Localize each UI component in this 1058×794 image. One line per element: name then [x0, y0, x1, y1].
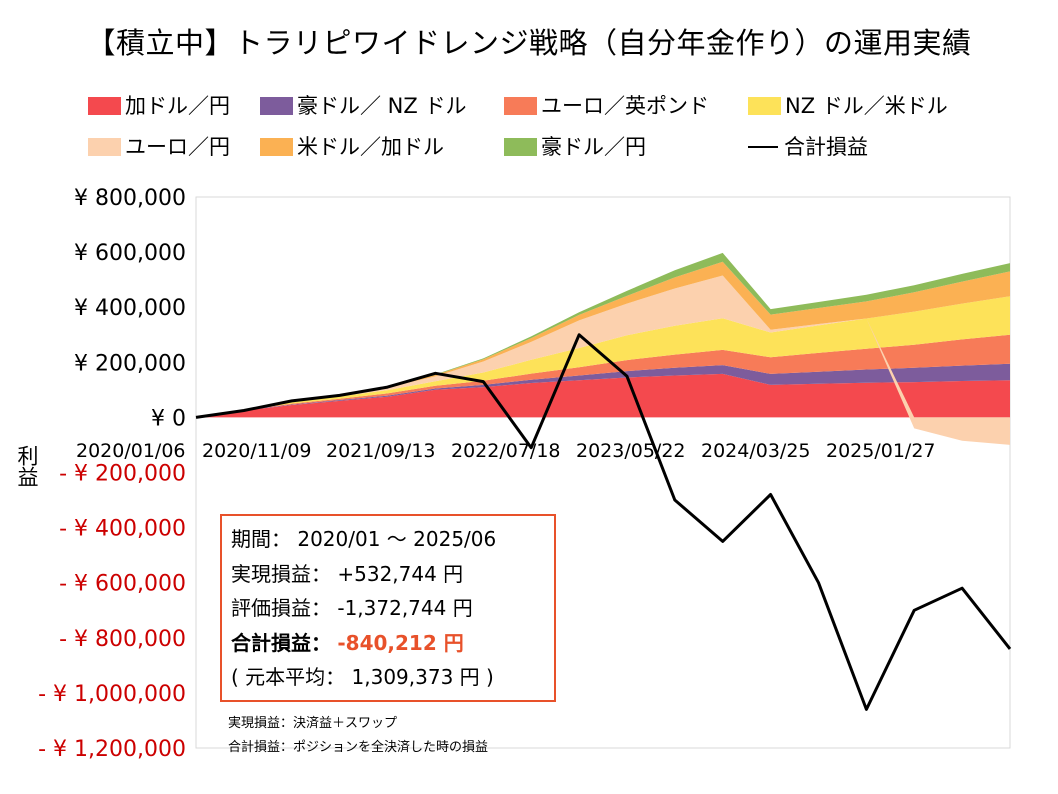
area-series-4 — [196, 275, 1010, 445]
x-tick-label: 2020/01/06 — [76, 440, 186, 462]
legend-item-cadjpy: 加ドル／円 — [88, 90, 230, 120]
x-tick-label: 2023/05/22 — [576, 440, 686, 462]
legend-item-usdcad: 米ドル／加ドル — [260, 131, 444, 161]
area-series-1 — [196, 363, 1010, 418]
legend-item-eurjpy: ユーロ／円 — [88, 131, 230, 161]
area-series-0 — [196, 373, 1010, 418]
principal-text: ( 元本平均： 1,309,373 円 ) — [231, 665, 494, 689]
legend-swatch — [260, 97, 293, 115]
legend-swatch — [504, 138, 537, 156]
chart-title: 【積立中】トラリピワイドレンジ戦略（自分年金作り）の運用実績 — [86, 26, 972, 60]
y-tick-label: ¥ 800,000 — [74, 186, 186, 211]
legend-swatch — [88, 97, 121, 115]
legend-item-audjpy: 豪ドル／円 — [504, 131, 646, 161]
plot-border — [195, 196, 1011, 749]
y-tick-label: ¥ 0 — [151, 406, 186, 431]
legend-line — [748, 146, 778, 148]
y-axis-label: 利益 — [15, 445, 39, 487]
period-text: 期間： 2020/01 ～ 2025/06 — [231, 527, 497, 551]
legend-swatch — [260, 138, 293, 156]
x-tick-label: 2021/09/13 — [326, 440, 436, 462]
total-pl-value: -840,212 円 — [337, 630, 464, 655]
legend-item-audnzd: 豪ドル／ NZ ドル — [260, 90, 466, 120]
total-pl-line — [195, 333, 1012, 711]
realized-pl-text: 実現損益： +532,744 円 — [231, 561, 464, 586]
y-tick-label: ¥ 200,000 — [74, 351, 186, 376]
x-tick-label: 2025/01/27 — [826, 440, 936, 462]
note-realized: 実現損益：決済益＋スワップ — [228, 716, 398, 731]
y-tick-label: - ¥ 1,200,000 — [38, 737, 186, 762]
legend-item-nzdusd: NZ ドル／米ドル — [748, 90, 948, 120]
legend-item-total: 合計損益 — [748, 131, 868, 161]
y-tick-label: - ¥ 1,000,000 — [38, 682, 186, 707]
y-tick-label: - ¥ 800,000 — [59, 627, 186, 652]
x-tick-label: 2020/11/09 — [202, 440, 312, 462]
note-total: 合計損益：ポジションを全決済した時の損益 — [228, 740, 489, 755]
y-tick-label: - ¥ 400,000 — [59, 517, 186, 542]
y-tick-label: - ¥ 600,000 — [59, 572, 186, 597]
unrealized-pl-text: 評価損益： -1,372,744 円 — [231, 596, 473, 620]
legend-swatch — [88, 138, 121, 156]
y-tick-label: ¥ 600,000 — [74, 241, 186, 266]
total-pl-label: 合計損益： — [231, 630, 331, 655]
x-tick-label: 2024/03/25 — [701, 440, 811, 462]
y-tick-label: ¥ 400,000 — [74, 296, 186, 321]
y-tick-label: - ¥ 200,000 — [59, 462, 186, 487]
area-series-2 — [196, 334, 1010, 418]
legend-item-eurgbp: ユーロ／英ポンド — [504, 90, 709, 120]
summary-box: 期間： 2020/01 ～ 2025/06 実現損益： +532,744 円 評… — [220, 514, 556, 702]
legend-swatch — [504, 97, 537, 115]
legend-swatch — [748, 97, 781, 115]
x-tick-label: 2022/07/18 — [451, 440, 561, 462]
